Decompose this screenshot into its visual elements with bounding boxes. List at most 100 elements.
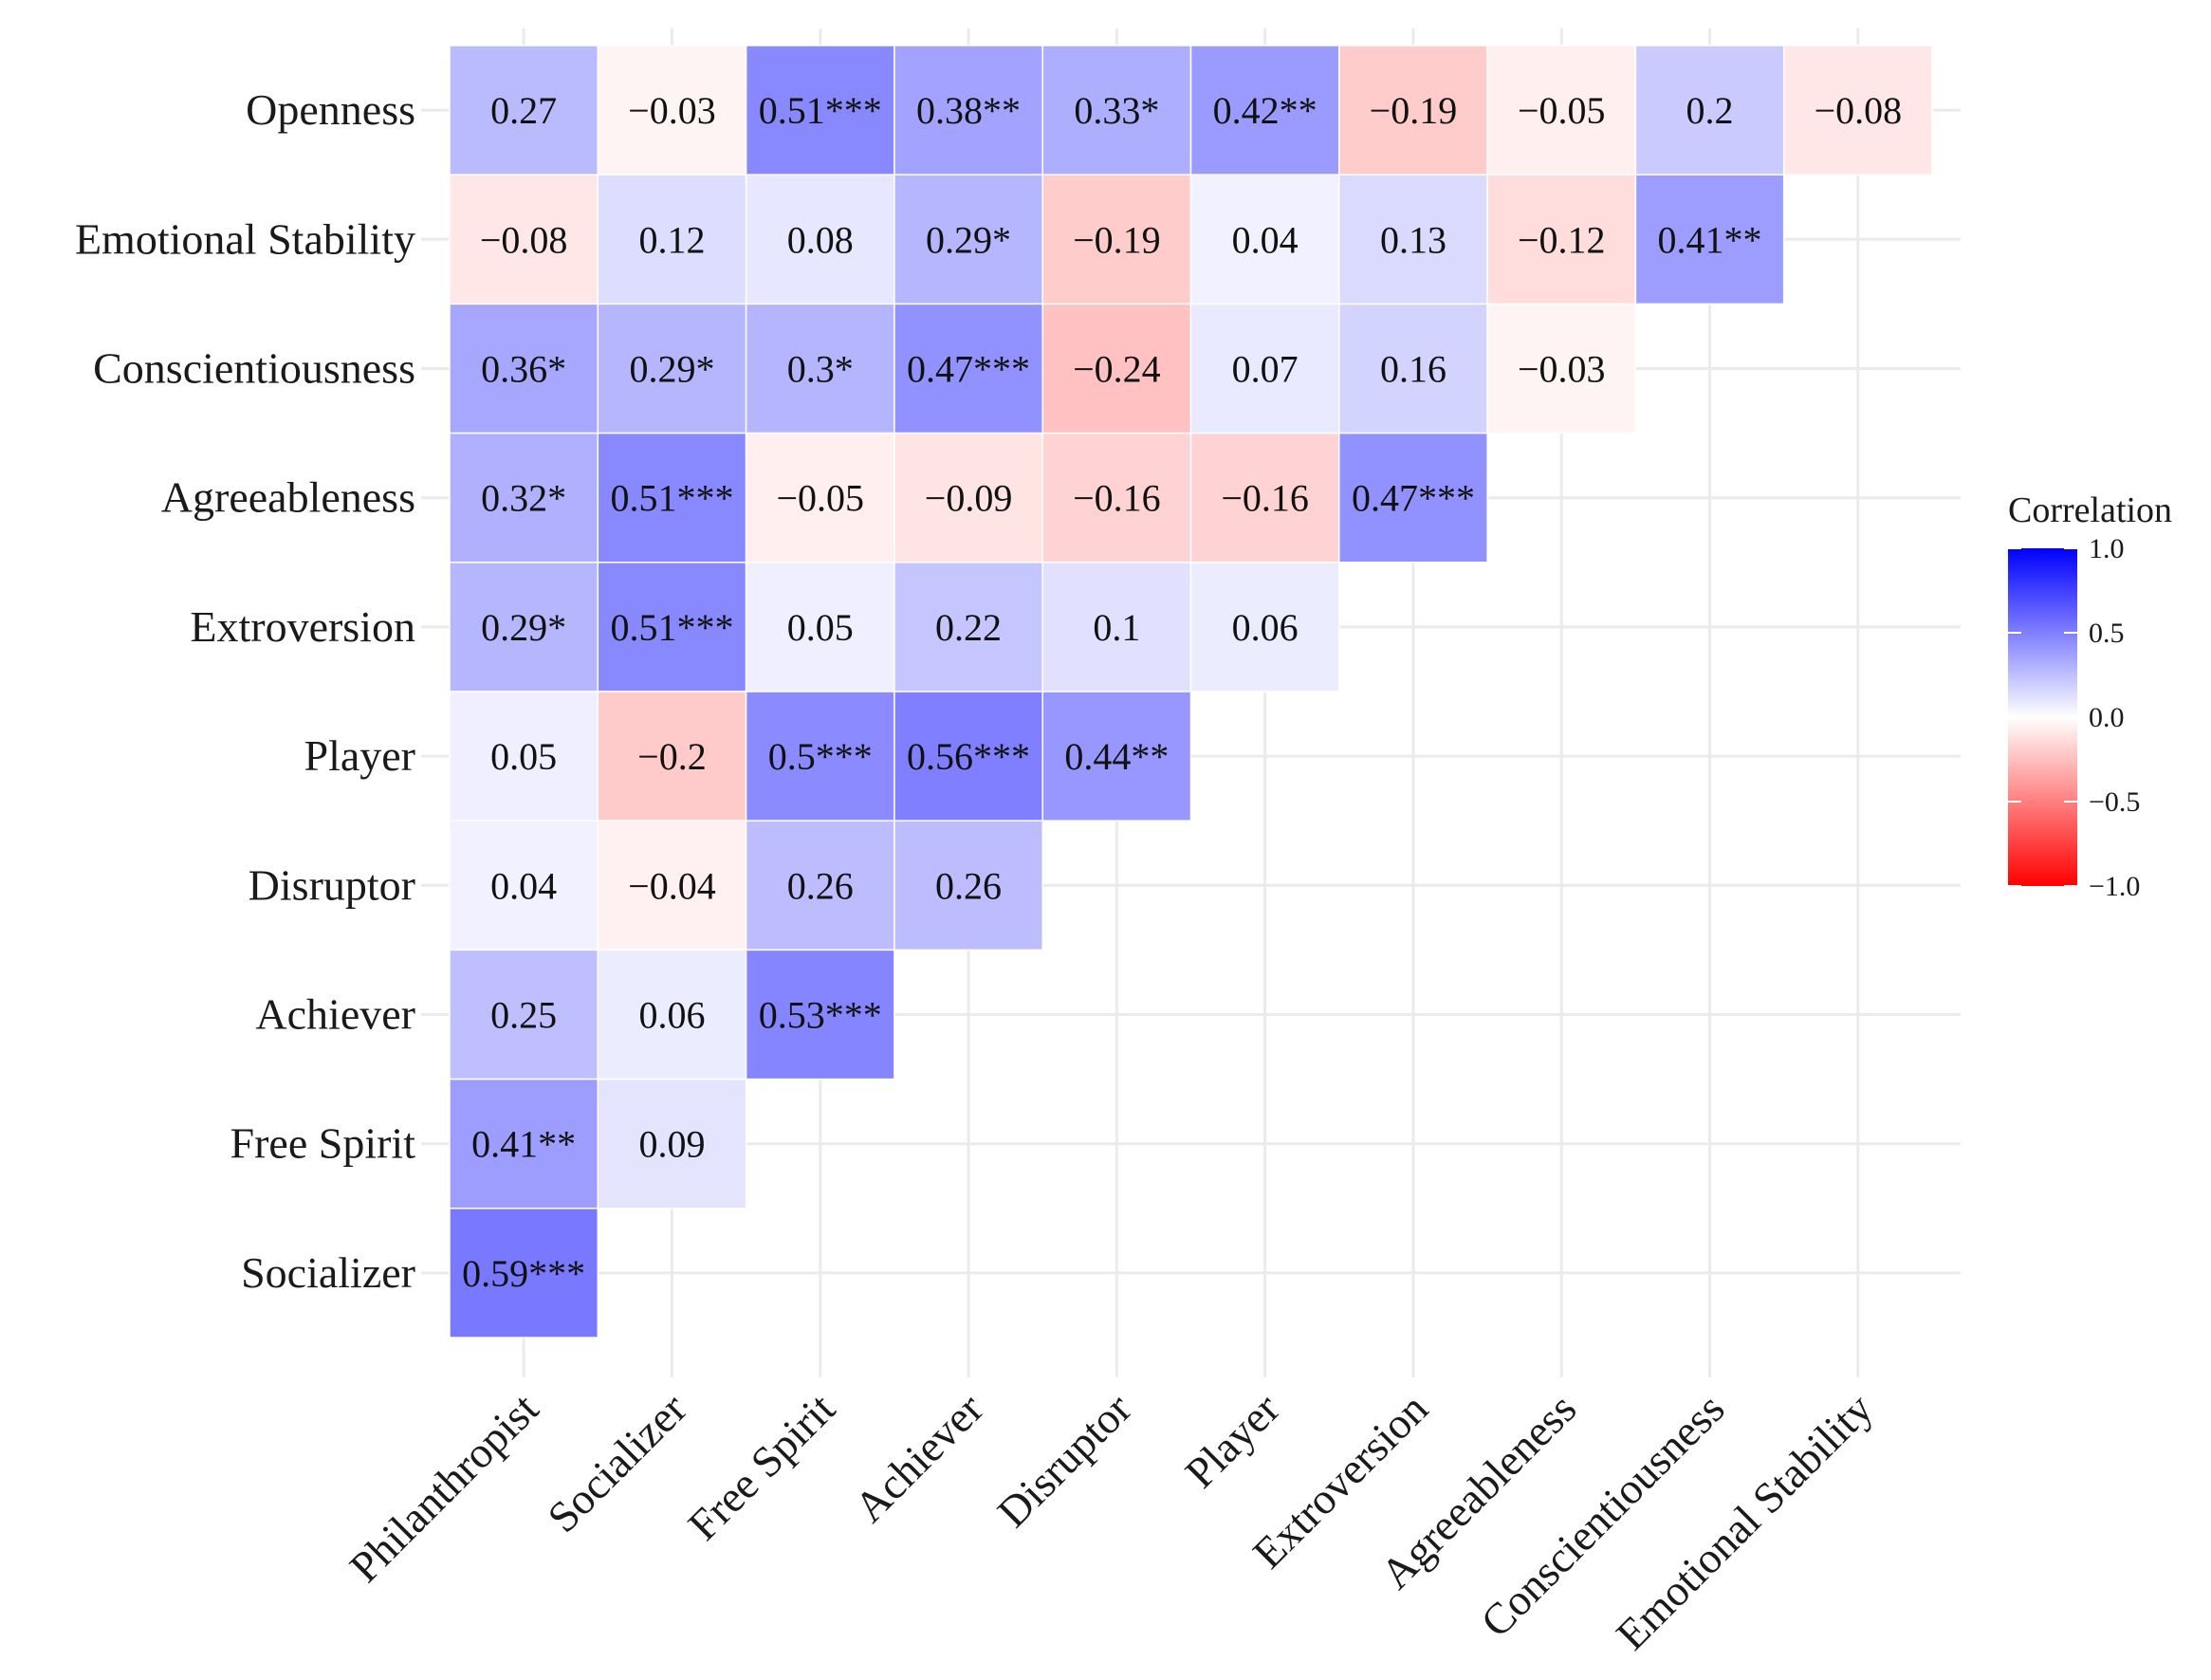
y-axis-tick-label: Extroversion [190,602,415,651]
heatmap-cell: −0.08 [449,174,599,305]
cell-fill [745,174,895,305]
heatmap-cell: 0.42** [1189,45,1340,175]
x-axis-tick-label: Disruptor [988,1384,1141,1537]
cell-value-label: −0.09 [925,477,1013,520]
cell-fill [1041,691,1192,822]
cell-value-label: 0.41** [1658,218,1762,261]
y-axis-tick-label: Conscientiousness [93,344,415,393]
cell-value-label: 0.51*** [610,606,733,649]
heatmap-cell: 0.41** [449,1078,599,1209]
heatmap-cell: −0.19 [1041,174,1192,305]
cell-fill [597,820,747,951]
legend-tick-label: −1.0 [2089,871,2140,902]
cell-fill [894,562,1043,692]
heatmap-cell: 0.32* [449,432,599,563]
cell-fill [449,691,599,822]
cell-value-label: 0.2 [1686,89,1734,132]
cell-value-label: 0.04 [1232,218,1299,261]
heatmap-cell: −0.16 [1189,432,1340,563]
heatmap-cell: 0.1 [1041,562,1192,692]
cell-value-label: −0.19 [1073,218,1161,261]
cell-value-label: 0.59*** [462,1252,585,1295]
cell-value-label: 0.07 [1232,348,1299,391]
cell-value-label: 0.47*** [1352,477,1475,520]
heatmap-cell: 0.25 [449,949,599,1080]
cell-value-label: 0.06 [638,994,705,1037]
heatmap-cell: −0.04 [597,820,747,951]
heatmap-cell: 0.04 [449,820,599,951]
cell-value-label: 0.27 [490,89,557,132]
color-legend: Correlation 1.0 0.5 0.0 −0.5 −1.0 [2008,490,2172,902]
heatmap-cell: 0.5*** [745,691,895,822]
cell-value-label: 0.12 [638,218,705,261]
cell-fill [1782,45,1933,175]
cell-value-label: 0.08 [787,218,854,261]
cell-value-label: 0.33* [1074,89,1159,132]
heatmap-cell: 0.47*** [894,303,1043,434]
cell-value-label: 0.44** [1064,735,1169,778]
heatmap-cell: 0.29* [894,174,1043,305]
heatmap-cell: −0.03 [1486,303,1637,434]
cell-fill [597,174,747,305]
cell-fill [597,45,747,175]
cell-value-label: −0.16 [1221,477,1309,520]
cell-value-label: 0.05 [490,735,557,778]
cell-value-label: 0.29* [629,348,714,391]
heatmap-cell: 0.47*** [1338,432,1488,563]
heatmap-cell: 0.51*** [745,45,895,175]
heatmap-cell: 0.09 [597,1078,747,1209]
heatmap-cell: −0.09 [894,432,1043,563]
heatmap-cell: −0.24 [1041,303,1192,434]
y-axis-tick-label: Emotional Stability [75,214,415,263]
heatmap-cell: 0.2 [1634,45,1785,175]
cell-value-label: 0.38** [916,89,1021,132]
cell-value-label: 0.29* [481,606,566,649]
cell-value-label: −0.19 [1370,89,1458,132]
heatmap-cell: 0.04 [1189,174,1340,305]
cell-fill [449,303,599,434]
cell-value-label: 0.04 [490,864,557,907]
legend-title: Correlation [2008,490,2172,530]
cell-value-label: −0.12 [1518,218,1606,261]
heatmap-cell: 0.59*** [449,1208,599,1338]
cell-value-label: 0.06 [1232,606,1299,649]
cell-value-label: 0.51*** [759,89,882,132]
heatmap-cell: 0.36* [449,303,599,434]
heatmap-cell: 0.29* [597,303,747,434]
y-axis-tick-label: Agreeableness [161,473,415,522]
cell-value-label: −0.04 [628,864,716,907]
heatmap-cell: 0.3* [745,303,895,434]
x-axis-tick-label: Achiever [845,1384,992,1531]
cell-fill [1486,303,1637,434]
cell-fill [1189,174,1340,305]
cell-fill [597,1078,747,1209]
cell-value-label: 0.51*** [610,477,733,520]
cell-fill [745,432,895,563]
cell-fill [449,432,599,563]
cell-fill [449,45,599,175]
cell-value-label: 0.22 [935,606,1002,649]
cell-fill [894,820,1043,951]
y-axis-tick-label: Socializer [241,1248,415,1297]
heatmap-cell: −0.05 [1486,45,1637,175]
cell-value-label: 0.41** [471,1123,576,1166]
heatmap-cell: 0.29* [449,562,599,692]
cell-value-label: 0.09 [638,1123,705,1166]
cell-value-label: 0.36* [481,348,566,391]
cell-value-label: 0.26 [935,864,1002,907]
cell-value-label: −0.08 [1815,89,1903,132]
cell-fill [1486,174,1637,305]
cell-value-label: 0.53*** [759,994,882,1037]
heatmap-cell: 0.06 [597,949,747,1080]
heatmap-cell: 0.26 [745,820,895,951]
cell-value-label: 0.42** [1213,89,1317,132]
cell-value-label: 0.5*** [768,735,873,778]
heatmap-cell: 0.41** [1634,174,1785,305]
cell-value-label: 0.56*** [907,735,1030,778]
cell-fill [745,691,895,822]
heatmap-cell: 0.06 [1189,562,1340,692]
cell-value-label: −0.05 [776,477,864,520]
cell-value-label: 0.26 [787,864,854,907]
cell-fill [449,174,599,305]
